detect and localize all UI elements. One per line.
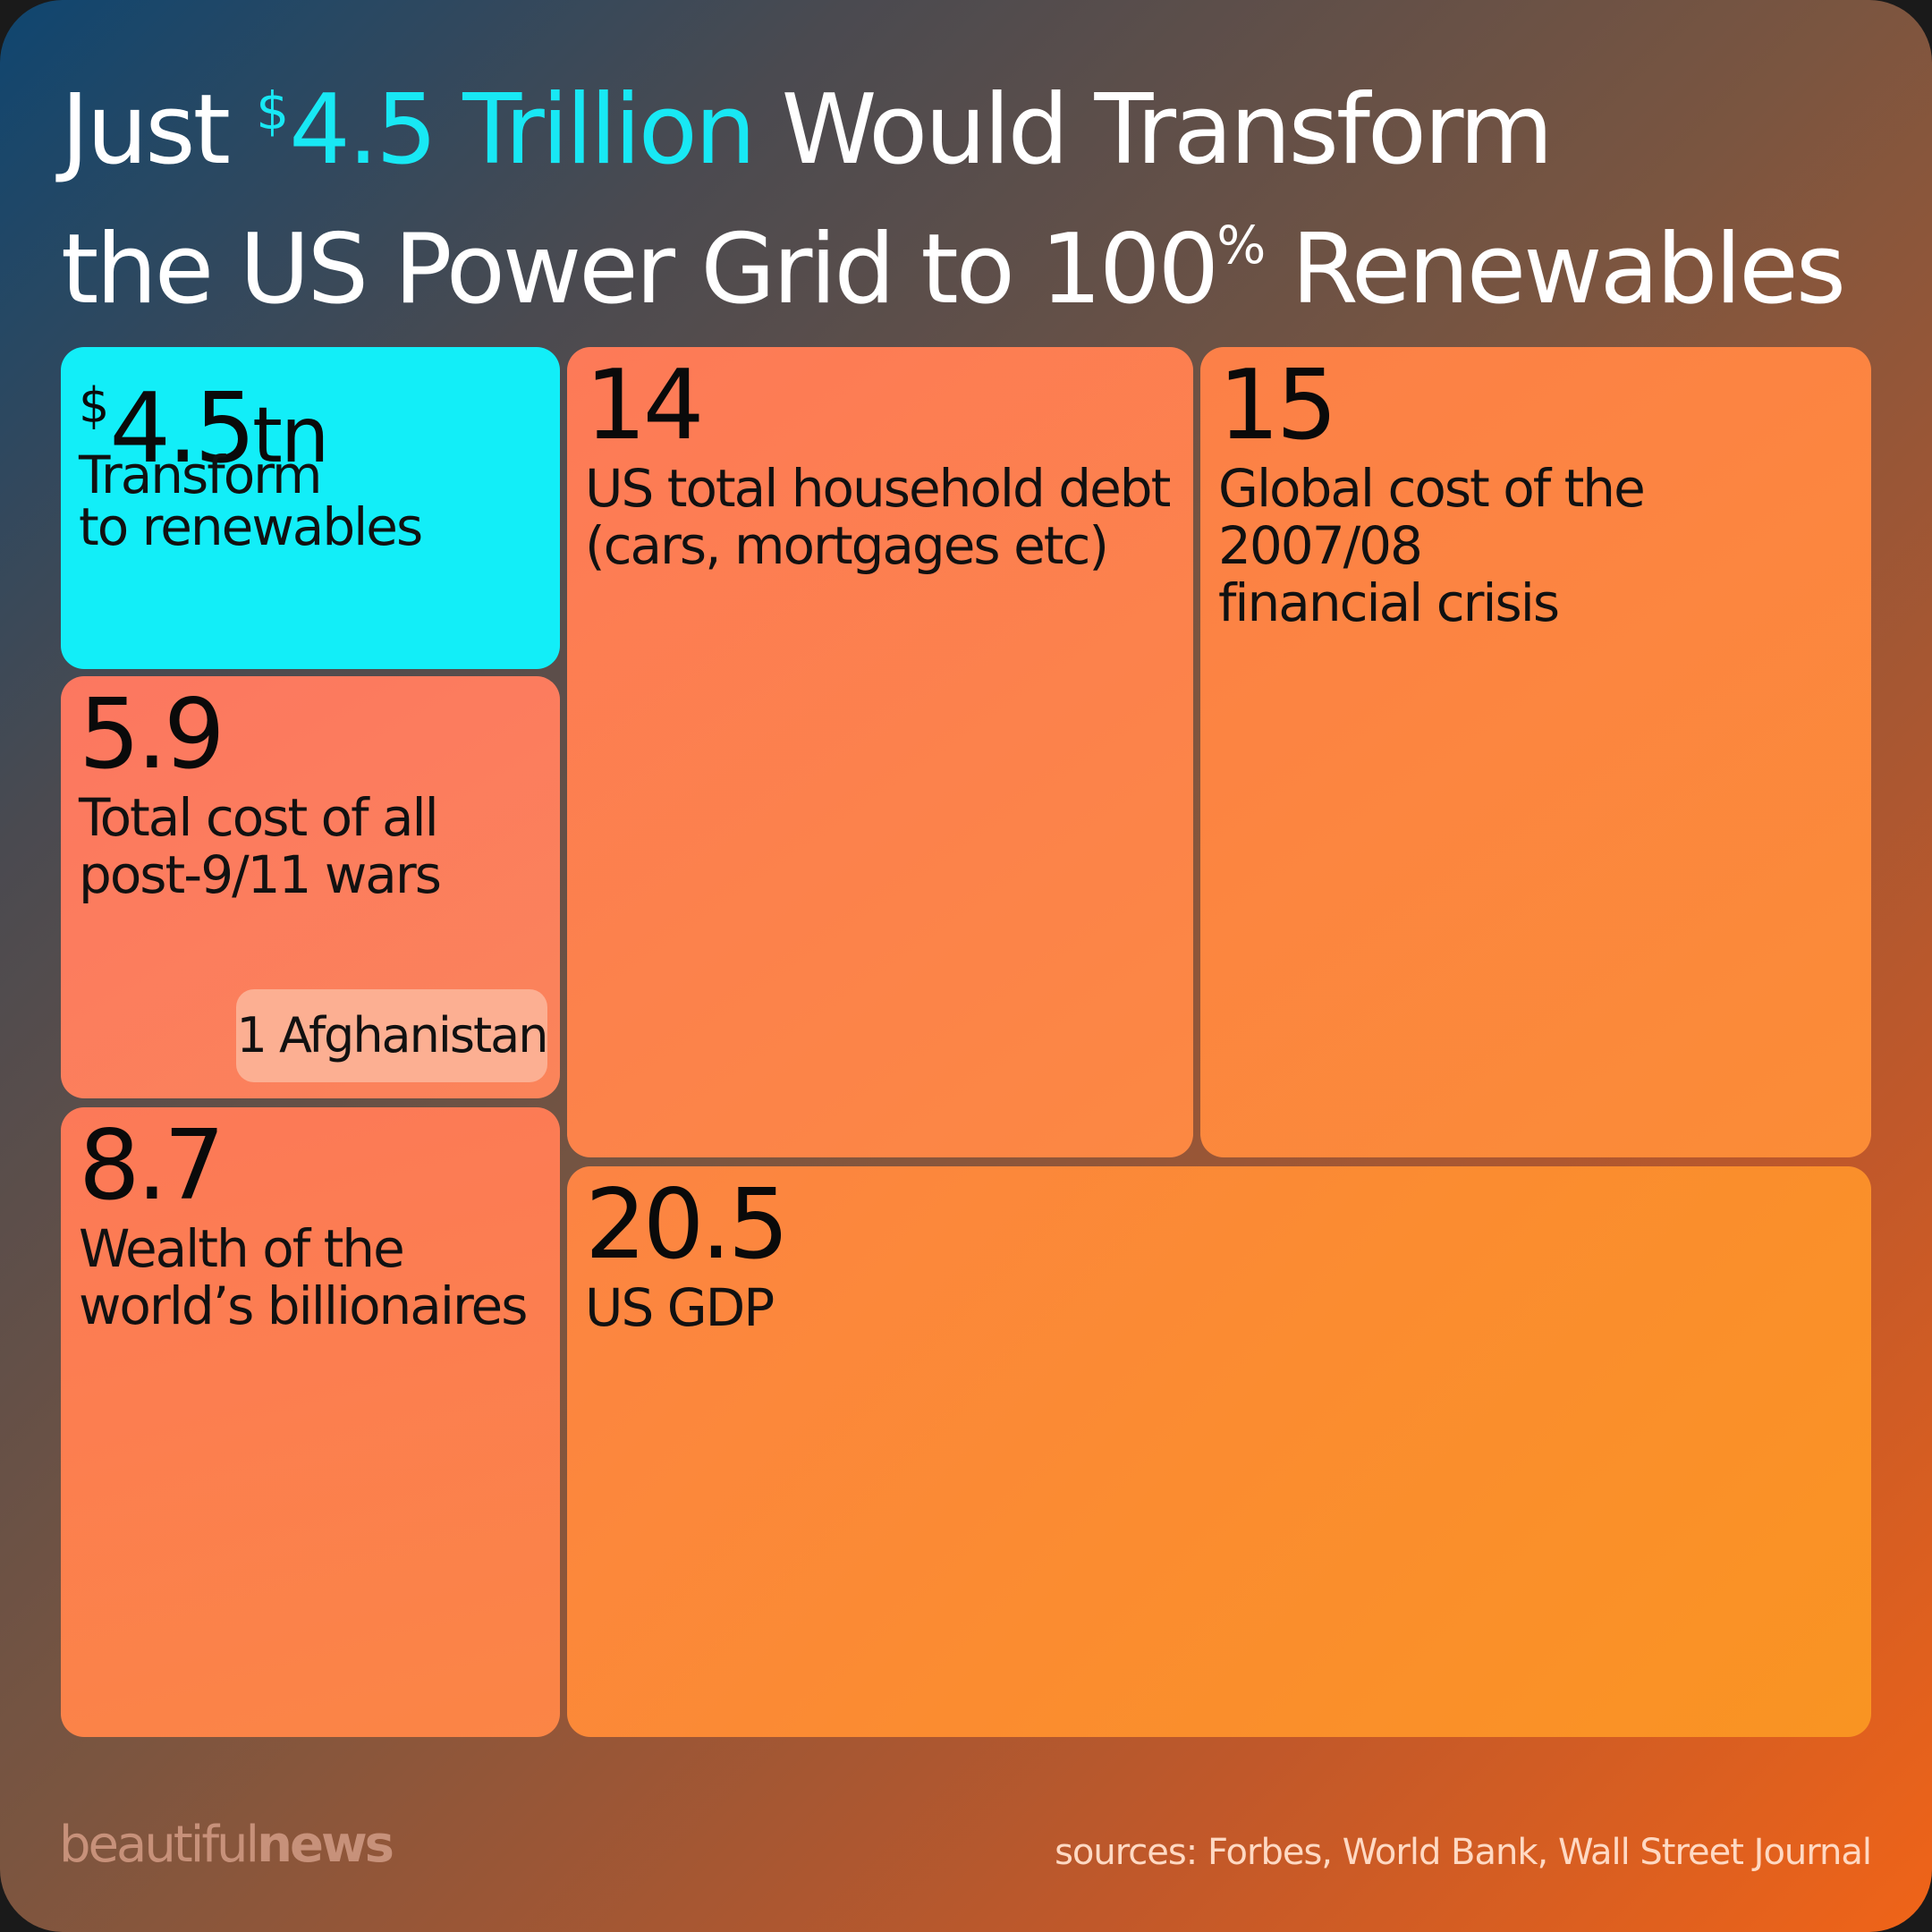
tile-renewables: $4.5tn Transform to renewables <box>61 347 560 669</box>
page-title: Just $4.5 Trillion Would Transform the U… <box>61 54 1885 327</box>
title-suffix: Renewables <box>1263 214 1846 326</box>
title-percent: % <box>1216 215 1266 275</box>
label-line: Total cost of all <box>79 787 439 848</box>
tile-billionaires-label: Wealth of the world’s billionaires <box>79 1220 547 1335</box>
tile-wars-value: 5.9 <box>79 679 225 791</box>
currency-symbol: $ <box>79 377 110 434</box>
tile-wars-label: Total cost of all post-9/11 wars <box>79 789 547 903</box>
title-currency: $ <box>256 80 290 141</box>
tile-crisis-value: 15 <box>1218 350 1337 462</box>
label-line: US GDP <box>585 1277 775 1338</box>
tile-debt-value: 14 <box>585 350 704 462</box>
brand-part-1: beautiful <box>59 1816 259 1874</box>
afghanistan-sub-tile: 1 Afghanistan <box>236 989 549 1082</box>
label-line: US total household debt <box>585 458 1171 519</box>
title-line2-text: the US Power Grid to 100 <box>61 214 1219 326</box>
title-highlight-amount: 4.5 Trillion <box>289 74 756 186</box>
label-line: Transform <box>79 445 323 505</box>
tile-financial-crisis: 15 Global cost of the 2007/08 financial … <box>1200 347 1871 1157</box>
tile-billionaires: 8.7 Wealth of the world’s billionaires <box>61 1107 560 1737</box>
brand-logo: beautifulnews <box>59 1816 394 1874</box>
tile-us-gdp: 20.5 US GDP <box>567 1166 1871 1737</box>
tile-gdp-value: 20.5 <box>585 1169 789 1281</box>
sources-note: sources: Forbes, World Bank, Wall Street… <box>1055 1832 1872 1873</box>
label-line: to renewables <box>79 496 423 557</box>
tile-debt-label: US total household debt (cars, mortgages… <box>585 460 1181 574</box>
title-prefix: Just <box>61 74 257 186</box>
tile-gdp-label: US GDP <box>585 1279 1859 1336</box>
label-line: financial crisis <box>1218 572 1560 633</box>
brand-part-2: news <box>257 1816 394 1874</box>
label-line: (cars, mortgages etc) <box>585 515 1109 576</box>
tile-billionaires-value: 8.7 <box>79 1110 225 1222</box>
title-line-1: Just $4.5 Trillion Would Transform <box>61 54 1885 188</box>
tile-crisis-label: Global cost of the 2007/08 financial cri… <box>1218 460 1859 631</box>
tile-post-911-wars: 5.9 Total cost of all post-9/11 wars 1 A… <box>61 676 560 1098</box>
title-line-2: the US Power Grid to 100% Renewables <box>61 188 1885 327</box>
title-highlight: $4.5 Trillion <box>256 74 756 186</box>
title-middle: Would Transform <box>753 74 1554 186</box>
label-line: post-9/11 wars <box>79 844 442 905</box>
label-line: Global cost of the 2007/08 <box>1218 458 1646 576</box>
tile-renewables-label: Transform to renewables <box>79 449 547 553</box>
tile-household-debt: 14 US total household debt (cars, mortga… <box>567 347 1193 1157</box>
tile-renewables-value: $4.5tn <box>79 352 329 489</box>
value-number: 4.5 <box>109 373 256 485</box>
label-line: Wealth of the <box>79 1218 405 1279</box>
label-line: world’s billionaires <box>79 1275 528 1336</box>
value-unit: tn <box>252 391 329 480</box>
